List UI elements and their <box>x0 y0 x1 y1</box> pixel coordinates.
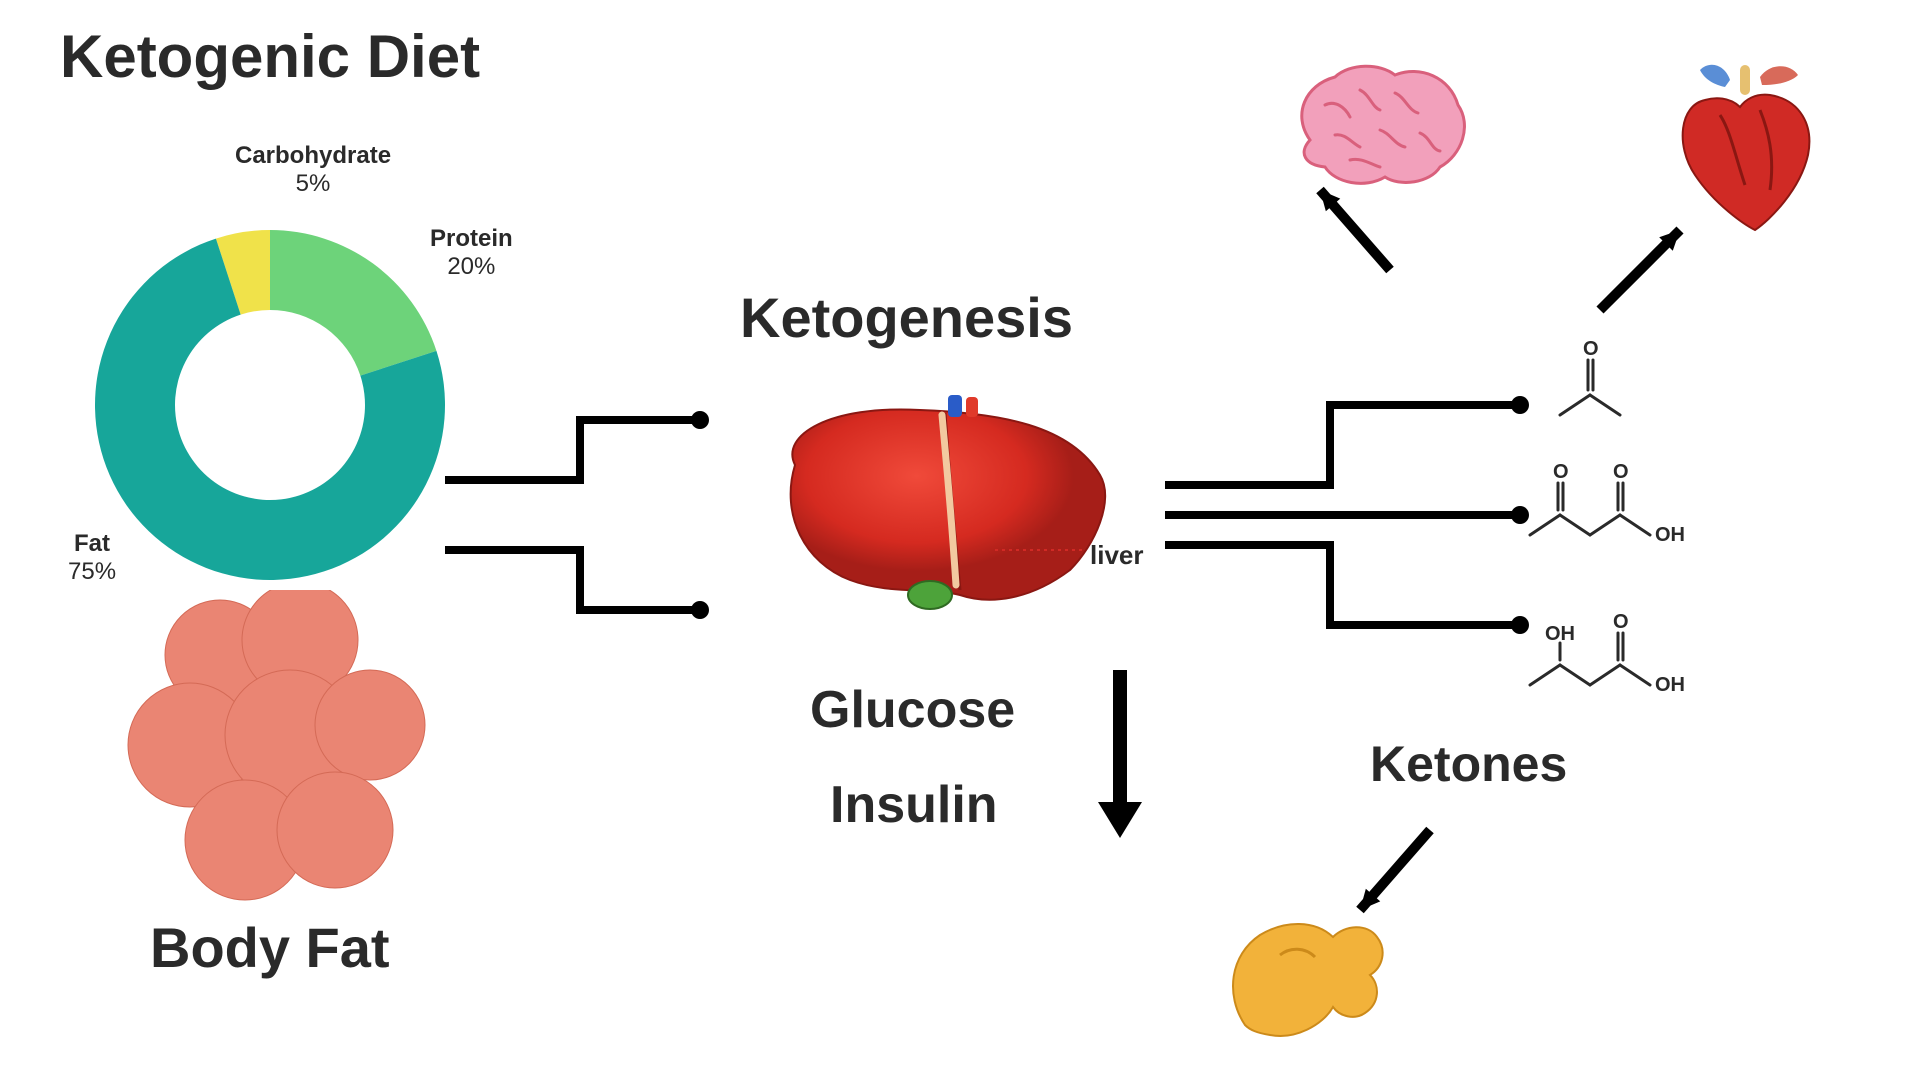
brain-icon <box>1280 55 1480 215</box>
heart-icon <box>1650 55 1830 255</box>
ketone-arrows <box>0 0 1920 1080</box>
muscle-icon <box>1205 865 1425 1065</box>
